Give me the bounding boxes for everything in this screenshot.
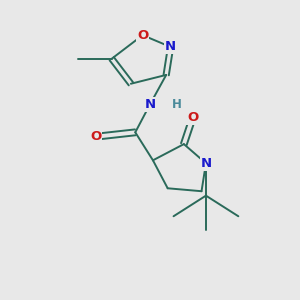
Text: O: O xyxy=(137,29,148,42)
Text: N: N xyxy=(144,98,156,111)
Text: N: N xyxy=(165,40,176,53)
Text: O: O xyxy=(90,130,101,143)
Text: O: O xyxy=(187,111,198,124)
Text: H: H xyxy=(172,98,182,111)
Text: N: N xyxy=(200,157,211,170)
